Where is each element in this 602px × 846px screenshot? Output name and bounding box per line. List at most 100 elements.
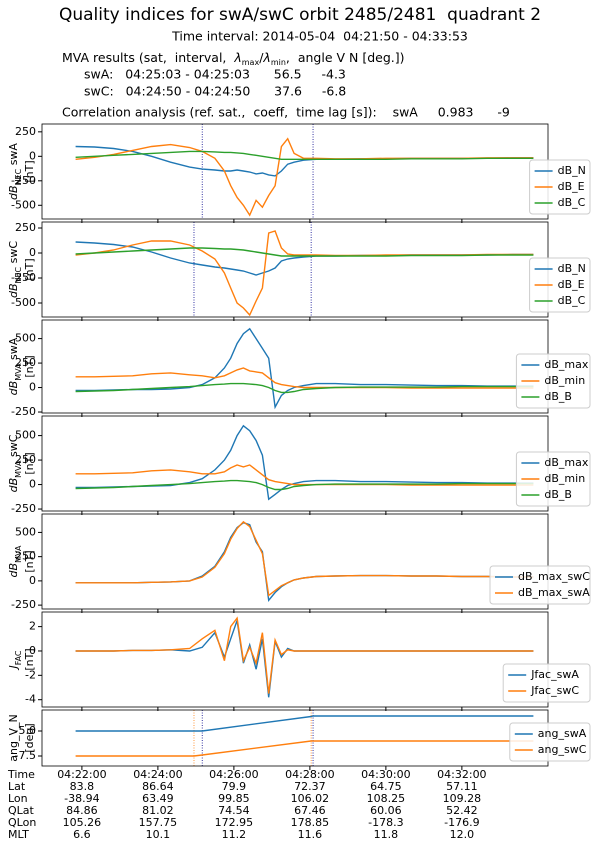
legend-label: dB_max	[544, 358, 588, 371]
series-line	[75, 715, 534, 732]
table-cell: 172.95	[215, 816, 254, 829]
axes-frame	[41, 611, 549, 708]
text-part: MVA	[14, 545, 23, 563]
y-tick-label: 0	[29, 381, 36, 394]
y-axis-label: dBMVA swA	[7, 337, 23, 395]
table-cell: 64.75	[370, 780, 402, 793]
text-part: swA	[7, 337, 20, 363]
legend-label: dB_max_swC	[518, 570, 590, 583]
legend-label: dB_N	[558, 262, 586, 275]
y-axis-unit: [nT]	[23, 258, 36, 280]
legend-box	[515, 451, 591, 507]
y-axis-label: dBNEC swC	[7, 241, 23, 298]
title: Quality indices for swA/swC orbit 2485/2…	[59, 5, 541, 25]
y-tick-label: -5.0	[15, 724, 36, 737]
table-cell: 106.02	[291, 792, 330, 805]
series-line	[75, 247, 534, 257]
text-part: dB	[7, 563, 20, 578]
table-cell: 60.06	[370, 804, 402, 817]
legend-label: ang_swC	[538, 743, 587, 756]
y-tick-label: 0	[29, 574, 36, 587]
table-cell: 157.75	[139, 816, 178, 829]
text-part: /	[259, 50, 264, 65]
axes-frame	[41, 123, 549, 220]
text-part: NEC	[14, 168, 23, 185]
y-tick-label: -250	[11, 174, 36, 187]
legend-label: dB_max_swA	[518, 586, 590, 599]
series-line	[75, 137, 534, 217]
table-cell: 67.46	[294, 804, 326, 817]
text-part: dB	[7, 381, 20, 396]
legend-box	[509, 722, 591, 762]
legend-box	[529, 257, 591, 313]
legend-label: dB_N	[558, 164, 586, 177]
legend-label: dB_min	[544, 374, 585, 387]
text-part: J	[7, 665, 20, 670]
time-interval: Time interval: 2014-05-04 04:21:50 - 04:…	[171, 29, 468, 44]
series-line	[75, 241, 534, 276]
axes-frame	[41, 513, 549, 610]
text-part: min	[271, 58, 286, 67]
correlation: Correlation analysis (ref. sat., coeff, …	[62, 105, 510, 120]
y-tick-label: 500	[15, 525, 36, 538]
y-tick-label: -4	[25, 693, 36, 706]
y-axis-label: JFAC	[7, 650, 23, 670]
table-cell: 178.85	[291, 816, 330, 829]
table-row-label: Time	[7, 768, 35, 781]
y-tick-label: 0	[29, 478, 36, 491]
legend-label: dB_E	[558, 180, 585, 193]
series-line	[75, 230, 534, 317]
y-tick-label: 250	[15, 221, 36, 234]
table-row-label: Lon	[8, 792, 28, 805]
y-axis-label: dBMVA	[7, 545, 23, 577]
table-cell: 81.02	[142, 804, 174, 817]
table-cell: 11.2	[222, 828, 247, 841]
axes-frame	[41, 319, 549, 414]
table-row-label: QLon	[8, 816, 36, 829]
y-tick-label: 250	[15, 550, 36, 563]
series-line	[75, 479, 534, 491]
table-cell: 11.8	[374, 828, 399, 841]
table-cell: 57.11	[446, 780, 478, 793]
series-line	[75, 424, 534, 501]
legend-box	[515, 353, 591, 409]
y-tick-label: -250	[11, 502, 36, 515]
legend-label: dB_E	[558, 278, 585, 291]
table-cell: 52.42	[446, 804, 478, 817]
y-tick-label: 250	[15, 125, 36, 138]
legend-box	[502, 663, 591, 703]
text-part: dB	[7, 284, 20, 299]
text-part: MVA	[14, 363, 23, 381]
table-cell: -38.94	[64, 792, 99, 805]
text-part: dB	[7, 478, 20, 493]
y-tick-label: -250	[11, 598, 36, 611]
table-cell: 108.25	[367, 792, 406, 805]
text-part: , angle V N [deg.])	[286, 50, 405, 65]
series-line	[75, 150, 534, 160]
table-cell: -178.3	[368, 816, 403, 829]
axes-frame	[41, 221, 549, 318]
table-cell: 109.28	[443, 792, 482, 805]
series-line	[75, 327, 534, 410]
text-part: NEC	[14, 266, 23, 283]
text-part: λ	[262, 50, 270, 65]
y-tick-label: -500	[11, 198, 36, 211]
text-part: dB	[7, 185, 20, 200]
legend-label: dB_B	[544, 390, 572, 403]
y-tick-label: -250	[11, 271, 36, 284]
mva-swc: swC: 04:24:50 - 04:24:50 37.6 -6.8	[84, 84, 346, 99]
y-axis-unit: [nT]	[23, 550, 36, 572]
y-axis-label: dBMVA swC	[7, 434, 23, 492]
text-part: MVA	[14, 460, 23, 478]
table-cell: 83.8	[70, 780, 95, 793]
mva-header: MVA results (sat, interval, λmax/λmin, a…	[62, 50, 405, 68]
text-part: MVA results (sat, interval,	[62, 50, 234, 65]
y-tick-label: -500	[11, 296, 36, 309]
table-row-label: QLat	[8, 804, 35, 817]
y-tick-label: 250	[15, 356, 36, 369]
legend-box	[489, 565, 591, 605]
legend-label: dB_C	[558, 196, 586, 209]
y-tick-label: 0	[29, 644, 36, 657]
series-line	[75, 740, 534, 757]
